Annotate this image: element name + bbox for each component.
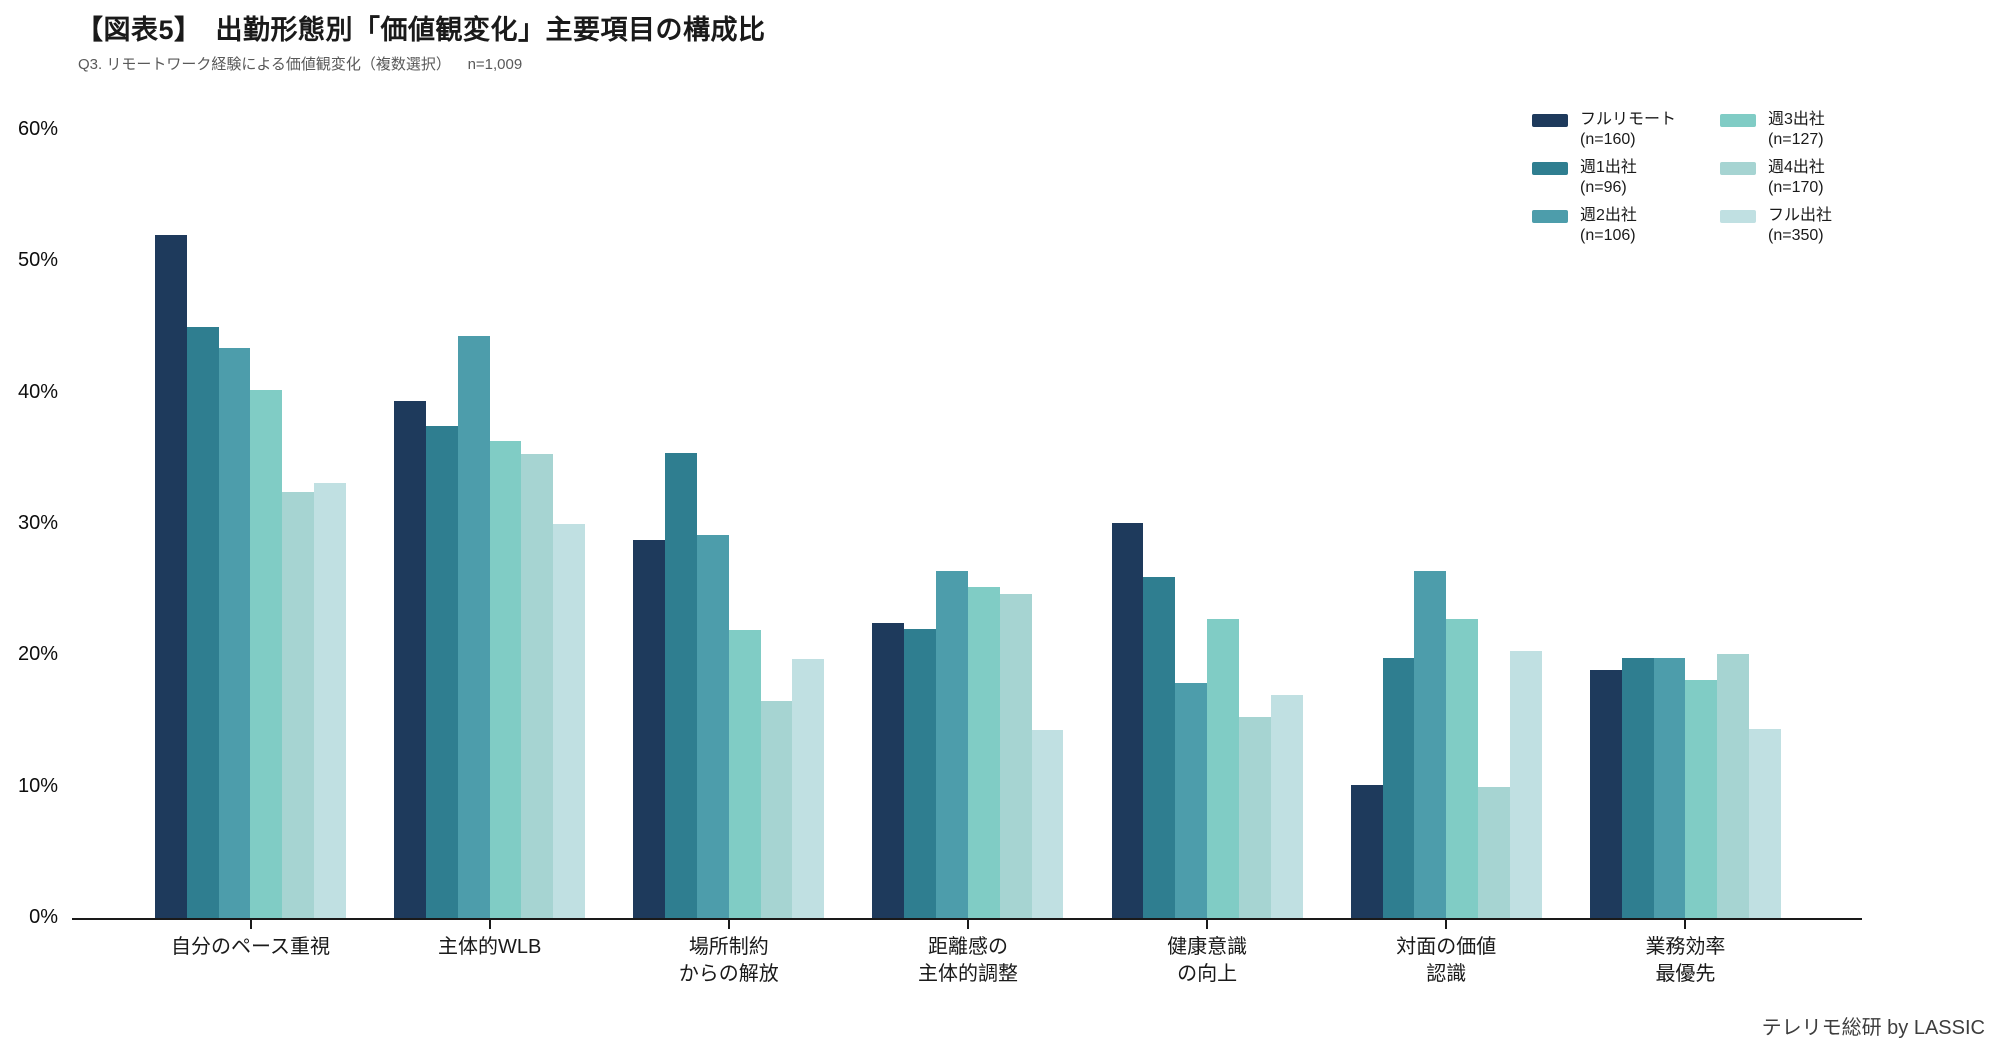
bar-group: 主体的WLB [394, 130, 586, 958]
bar-フル出社 [1509, 651, 1542, 918]
x-axis-tick [488, 920, 491, 929]
bar-週4出社 [521, 454, 554, 918]
legend-entry: 週4出社 (n=170) [1720, 158, 1908, 197]
bar-週1出社 [1382, 657, 1415, 918]
y-tick-label: 50% [17, 249, 58, 272]
x-category-label: 自分のペース重視 [171, 936, 330, 958]
bar-週2出社 [696, 534, 729, 918]
x-category-label: 主体的WLB [437, 936, 542, 958]
bar-週3出社 [1446, 618, 1479, 918]
bar-group: 場所制約 からの解放 [633, 130, 825, 985]
x-category-label: 場所制約 からの解放 [678, 936, 779, 985]
legend-entry: 週2出社 (n=106) [1532, 206, 1720, 245]
bar-フルリモート [155, 235, 187, 918]
bar-group: 距離感の 主体的調整 [872, 130, 1064, 985]
bar-週4出社 [282, 492, 315, 918]
legend-label: 週3出社 (n=127) [1768, 111, 1825, 148]
bar-group: 業務効率 最優先 [1589, 130, 1781, 985]
y-tick-label: 60% [17, 118, 58, 140]
bar-週1出社 [425, 425, 458, 918]
bar-週3出社 [250, 390, 283, 918]
bar-フル出社 [553, 524, 586, 918]
bar-週4出社 [1478, 786, 1510, 918]
x-category-label: 対面の価値 認識 [1396, 936, 1497, 985]
plot-area: 自分のペース重視 主体的WLB 場所制約 からの解放 距離感の 主体的調整 健康意識 の向上 対… [72, 130, 1862, 985]
bar-フル出社 [1270, 694, 1303, 918]
y-tick-label: 20% [17, 643, 58, 666]
legend-swatch [1532, 114, 1568, 127]
bar-フル出社 [314, 483, 346, 918]
bar-週2出社 [457, 336, 490, 918]
legend-swatch [1532, 210, 1568, 224]
bar-フル出社 [792, 659, 825, 918]
bar-週1出社 [904, 629, 937, 918]
bar-週3出社 [1685, 680, 1718, 918]
x-axis-tick [727, 920, 730, 929]
x-category-label: 健康意識 の向上 [1167, 936, 1248, 985]
bar-group: 健康意識 の向上 [1111, 130, 1303, 985]
legend-entry: フル出社 (n=350) [1720, 206, 1908, 245]
legend-label: フルリモート (n=160) [1580, 111, 1677, 148]
source-credit: テレリモ総研 by LASSIC [1761, 1017, 1985, 1039]
bar-週3出社 [728, 630, 761, 918]
y-tick-label: 40% [17, 380, 58, 403]
y-tick-label: 0% [29, 906, 58, 928]
bar-週3出社 [489, 441, 522, 918]
bar-フルリモート [394, 400, 426, 918]
bar-週3出社 [1207, 618, 1239, 918]
bar-週4出社 [760, 701, 793, 918]
bar-フル出社 [1749, 728, 1781, 918]
bar-週2出社 [218, 348, 251, 918]
x-axis-tick [966, 920, 969, 929]
y-axis-labels: 0% 10% 20% 30% 40% 50% 60% [0, 118, 58, 928]
y-tick-label: 30% [17, 512, 58, 534]
bar-週1出社 [665, 453, 697, 918]
bar-フルリモート [1111, 522, 1144, 918]
legend-label: 週1出社 (n=96) [1580, 159, 1637, 196]
bar-週4出社 [999, 593, 1032, 918]
bar-フルリモート [1350, 785, 1383, 918]
bar-週4出社 [1717, 654, 1750, 918]
bar-フル出社 [1031, 730, 1064, 918]
bar-group: 自分のペース重視 [155, 130, 346, 958]
bar-週1出社 [186, 327, 219, 918]
bar-フルリモート [1589, 669, 1622, 918]
legend-entry: フルリモート (n=160) [1532, 110, 1720, 149]
chart-subtitle: Q3. リモートワーク経験による価値観変化（複数選択） n=1,009 [78, 56, 523, 73]
legend-swatch [1720, 162, 1756, 176]
x-category-label: 距離感の 主体的調整 [917, 936, 1018, 985]
y-tick-label: 10% [17, 774, 58, 797]
x-axis-tick [249, 920, 252, 929]
legend-swatch [1532, 162, 1568, 176]
bar-group: 対面の価値 認識 [1350, 130, 1542, 985]
bar-週2出社 [936, 571, 968, 918]
bar-週3出社 [967, 587, 1000, 918]
bar-週2出社 [1414, 571, 1447, 918]
bar-週1出社 [1143, 576, 1176, 918]
x-axis-tick [1445, 920, 1448, 929]
bar-週2出社 [1175, 682, 1208, 918]
x-category-label: 業務効率 最優先 [1645, 936, 1726, 985]
legend-swatch [1720, 210, 1756, 224]
x-axis-tick [1684, 920, 1687, 929]
legend-entry: 週3出社 (n=127) [1720, 110, 1908, 149]
legend-swatch [1720, 114, 1756, 127]
x-axis-tick [1206, 920, 1209, 929]
bar-週2出社 [1653, 657, 1686, 918]
legend-label: フル出社 (n=350) [1768, 207, 1833, 244]
bar-フルリモート [872, 622, 905, 918]
chart-title: 【図表5】 出勤形態別「価値観変化」主要項目の構成比 [76, 15, 766, 45]
bar-フルリモート [633, 539, 666, 918]
bar-週1出社 [1621, 657, 1654, 918]
legend-label: 週4出社 (n=170) [1768, 159, 1825, 196]
chart-legend: フルリモート (n=160) 週1出社 (n=96) 週2出社 (n=106) 週3出社 (n… [1532, 110, 1908, 245]
bar-週4出社 [1238, 717, 1271, 918]
legend-entry: 週1出社 (n=96) [1532, 158, 1720, 197]
bar-groups: 自分のペース重視 主体的WLB 場所制約 からの解放 距離感の 主体的調整 健康意識 の向上 対… [155, 130, 1781, 985]
legend-label: 週2出社 (n=106) [1580, 207, 1637, 244]
